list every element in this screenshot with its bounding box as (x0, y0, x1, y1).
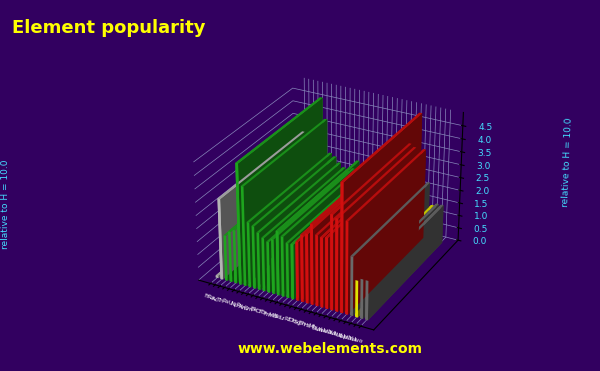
Text: www.webelements.com: www.webelements.com (238, 342, 422, 356)
Text: Element popularity: Element popularity (12, 19, 205, 37)
Text: relative to H = 10.0: relative to H = 10.0 (1, 159, 11, 249)
